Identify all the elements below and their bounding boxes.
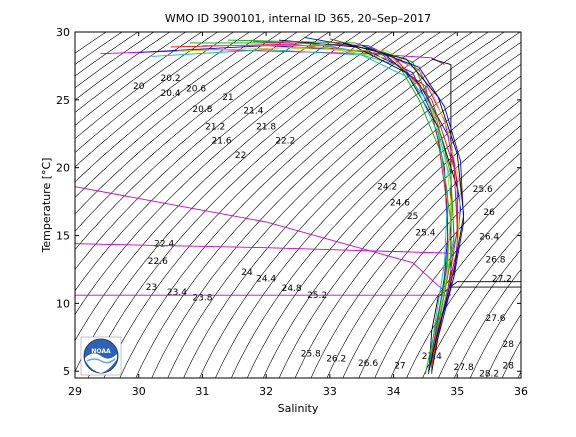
y-tick-label: 30 bbox=[56, 26, 70, 39]
isopycnal-label: 20 bbox=[133, 82, 145, 92]
isopycnal-label: 26.4 bbox=[479, 233, 499, 243]
isopycnal-label: 25.6 bbox=[473, 185, 493, 195]
isopycnal-label: 22 bbox=[235, 151, 246, 161]
isopycnal-label: 21.8 bbox=[256, 123, 276, 133]
y-axis-label: Temperature [°C] bbox=[40, 158, 53, 254]
isopycnal-label: 27.8 bbox=[454, 363, 474, 373]
x-tick-label: 35 bbox=[450, 385, 464, 398]
y-tick-label: 25 bbox=[56, 94, 70, 107]
isopycnal-label: 21 bbox=[222, 93, 233, 103]
isopycnal-label: 22.2 bbox=[275, 136, 295, 146]
isopycnal-label: 27.6 bbox=[485, 314, 505, 324]
x-tick-label: 29 bbox=[68, 385, 82, 398]
y-tick-label: 20 bbox=[56, 162, 70, 175]
x-tick-label: 33 bbox=[323, 385, 337, 398]
isopycnal-line bbox=[560, 18, 576, 391]
isopycnal-label: 26 bbox=[483, 208, 495, 218]
y-tick-label: 15 bbox=[56, 230, 70, 243]
isopycnal-line bbox=[512, 18, 576, 391]
chart-title: WMO ID 3900101, internal ID 365, 20–Sep–… bbox=[165, 12, 431, 25]
isopycnal-label: 24.2 bbox=[377, 182, 397, 192]
isopycnal-label: 27.2 bbox=[492, 275, 512, 285]
isopycnal-label: 24.6 bbox=[390, 199, 410, 209]
isopycnal-label: 24.8 bbox=[282, 284, 302, 294]
isopycnal-label: 24.4 bbox=[256, 275, 276, 285]
isopycnal-label: 20.2 bbox=[161, 74, 181, 84]
x-tick-label: 36 bbox=[514, 385, 528, 398]
y-tick-label: 10 bbox=[56, 297, 70, 310]
x-tick-label: 32 bbox=[259, 385, 273, 398]
isopycnal-label: 20.4 bbox=[161, 89, 181, 99]
isopycnal-label: 26.8 bbox=[485, 256, 505, 266]
isopycnal-label: 24 bbox=[241, 268, 253, 278]
isopycnal-label: 25.8 bbox=[301, 349, 321, 359]
isopycnal-label: 21.2 bbox=[205, 123, 225, 133]
isopycnal-label: 28 bbox=[503, 362, 515, 372]
isopycnal-label: 25.2 bbox=[307, 291, 327, 301]
isopycnal-label: 20.6 bbox=[186, 85, 206, 95]
x-tick-label: 31 bbox=[195, 385, 209, 398]
isopycnal-label: 22.4 bbox=[154, 239, 174, 249]
isopycnal-label: 21.6 bbox=[212, 136, 232, 146]
isopycnal-label: 28 bbox=[503, 340, 515, 350]
isopycnal-label: 26.6 bbox=[358, 359, 378, 369]
isopycnal-label: 21.4 bbox=[243, 106, 263, 116]
isopycnal-label: 20.8 bbox=[192, 105, 212, 115]
isopycnal-label: 22.6 bbox=[148, 257, 168, 267]
x-axis-label: Salinity bbox=[278, 402, 319, 415]
isopycnal-line bbox=[528, 18, 576, 391]
isopycnal-label: 23 bbox=[146, 283, 157, 293]
x-tick-label: 34 bbox=[387, 385, 401, 398]
isopycnal-label: 27 bbox=[394, 362, 405, 372]
y-tick-label: 5 bbox=[63, 365, 70, 378]
isopycnal-label: 23.4 bbox=[167, 288, 187, 298]
noaa-logo-text: NOAA bbox=[91, 348, 111, 355]
noaa-logo: NOAA bbox=[81, 337, 121, 375]
isopycnal-label: 25.4 bbox=[415, 229, 435, 239]
isopycnal-label: 25 bbox=[407, 212, 418, 222]
x-tick-label: 30 bbox=[132, 385, 146, 398]
isopycnal-line bbox=[544, 18, 576, 391]
isopycnal-label: 26.2 bbox=[326, 355, 346, 365]
